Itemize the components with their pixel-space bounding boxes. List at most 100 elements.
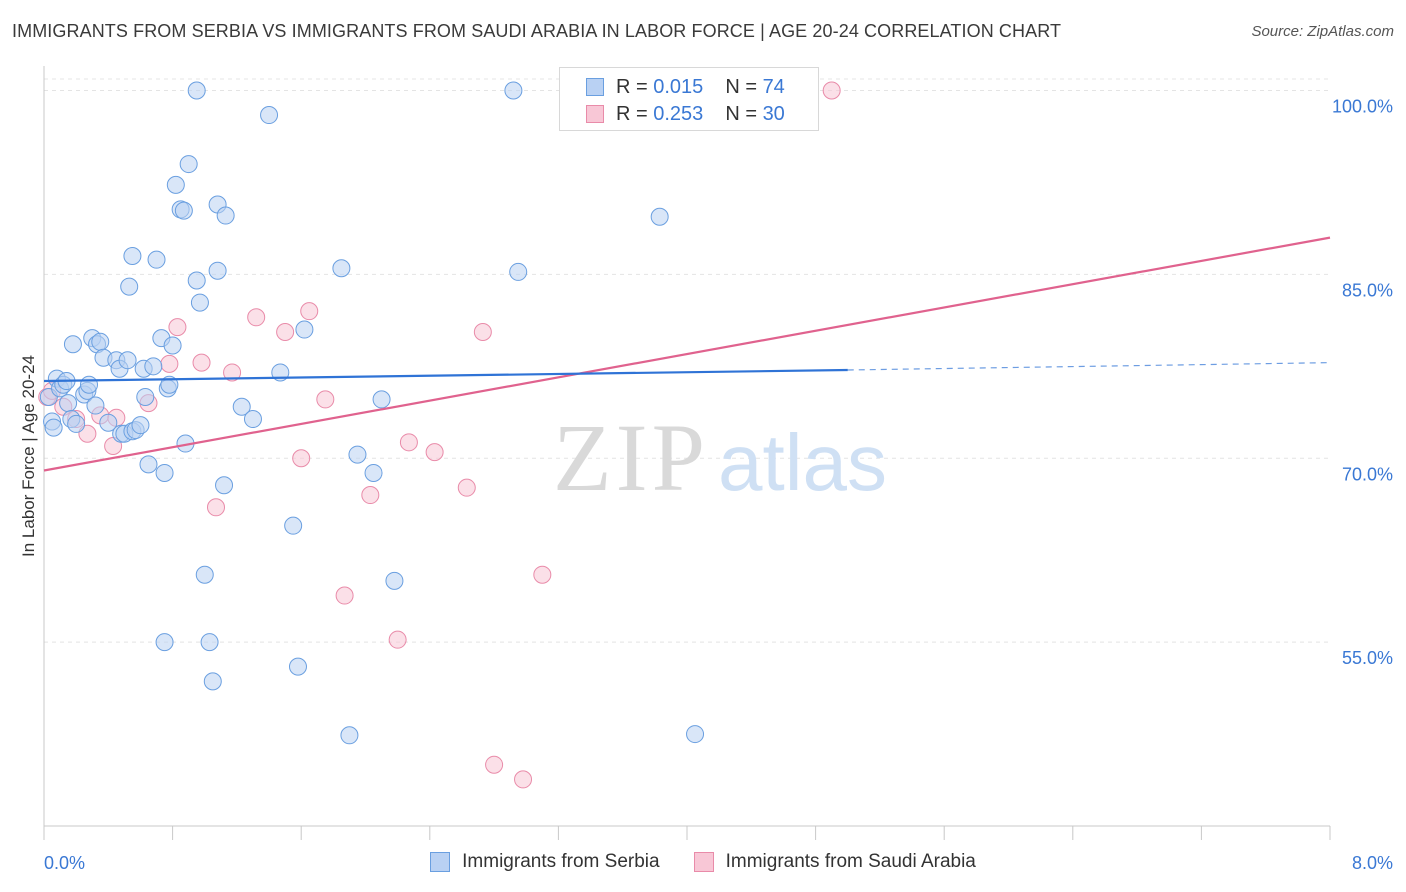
- saudi-point: [514, 770, 533, 789]
- serbia-legend-swatch: [430, 852, 451, 872]
- serbia-point: [260, 106, 279, 125]
- serbia-point: [509, 262, 528, 281]
- saudi-trend-line: [43, 236, 1331, 472]
- serbia-n-label: N =: [725, 75, 763, 98]
- serbia-swatch: [586, 78, 604, 96]
- serbia-point: [216, 206, 235, 225]
- serbia-point: [63, 335, 82, 354]
- saudi-r-label: R =: [616, 102, 654, 125]
- saudi-point: [192, 353, 211, 372]
- serbia-point: [136, 387, 155, 406]
- legend-item-serbia[interactable]: Immigrants from Serbia: [430, 851, 660, 873]
- serbia-point: [504, 81, 523, 100]
- serbia-point: [232, 397, 251, 416]
- x-tick-label-min: 0.0%: [44, 853, 85, 873]
- serbia-point: [44, 418, 63, 437]
- stats-legend: R = 0.015 N = 74 R = 0.253 N = 30: [559, 67, 819, 131]
- saudi-legend-swatch: [693, 852, 714, 872]
- saudi-point: [533, 565, 552, 584]
- saudi-n-label: N =: [725, 102, 763, 125]
- serbia-point: [67, 414, 86, 433]
- serbia-point: [147, 250, 166, 269]
- serbia-r-value: 0.015: [653, 75, 704, 98]
- serbia-point: [195, 565, 214, 584]
- source-label: Source: ZipAtlas.com: [1251, 23, 1394, 40]
- serbia-point: [91, 332, 110, 351]
- serbia-point: [288, 657, 307, 676]
- axis-labels: 55.0% 70.0% 85.0% 100.0% 0.0% 8.0% In Labor Fo…: [19, 97, 1393, 873]
- serbia-point: [174, 201, 193, 220]
- grid-lines: [44, 78, 1330, 643]
- chart-title: IMMIGRANTS FROM SERBIA VS IMMIGRANTS FRO…: [12, 21, 1062, 41]
- serbia-legend-label: Immigrants from Serbia: [462, 851, 660, 872]
- legend-item-saudi[interactable]: Immigrants from Saudi Arabia: [693, 851, 976, 873]
- y-axis-label: In Labor Force | Age 20-24: [19, 355, 38, 557]
- serbia-point: [243, 410, 262, 429]
- serbia-point: [650, 207, 669, 226]
- saudi-point: [335, 586, 354, 605]
- saudi-point: [388, 630, 407, 649]
- saudi-point: [168, 318, 187, 337]
- y-tick-label: 100.0%: [1332, 97, 1393, 117]
- serbia-point: [86, 396, 105, 415]
- saudi-point: [276, 323, 295, 341]
- x-tick-label-max: 8.0%: [1352, 853, 1393, 873]
- serbia-point: [166, 175, 185, 194]
- series-legend: Immigrants from Serbia Immigrants from S…: [0, 851, 1406, 873]
- saudi-point: [316, 390, 335, 409]
- serbia-point: [215, 476, 234, 495]
- axes: [43, 66, 1331, 840]
- saudi-point: [160, 354, 179, 373]
- y-tick-label: 70.0%: [1342, 464, 1393, 484]
- watermark: ZIP atlas: [553, 404, 887, 511]
- serbia-point: [123, 247, 142, 265]
- saudi-point: [485, 755, 504, 774]
- serbia-point: [340, 726, 359, 745]
- serbia-point: [372, 390, 391, 409]
- serbia-point: [118, 351, 137, 370]
- serbia-point: [139, 455, 158, 474]
- watermark-zip: ZIP: [553, 404, 709, 511]
- serbia-point: [163, 336, 182, 355]
- saudi-point: [292, 449, 311, 468]
- serbia-point: [686, 725, 705, 744]
- watermark-atlas: atlas: [718, 418, 887, 507]
- legend-row-saudi: R = 0.253 N = 30: [586, 102, 785, 126]
- serbia-point: [295, 320, 314, 339]
- serbia-point: [187, 271, 206, 290]
- serbia-point: [208, 261, 227, 280]
- saudi-point: [457, 478, 476, 497]
- serbia-point: [203, 672, 222, 691]
- serbia-point: [200, 633, 219, 652]
- serbia-point: [190, 293, 209, 312]
- y-tick-label: 85.0%: [1342, 280, 1393, 300]
- saudi-point: [223, 363, 242, 382]
- serbia-point: [131, 416, 150, 435]
- saudi-point: [361, 486, 380, 505]
- serbia-point: [284, 516, 303, 535]
- serbia-trend-line: [43, 368, 848, 383]
- serbia-point: [385, 571, 404, 590]
- serbia-point: [99, 413, 118, 432]
- serbia-point: [59, 394, 78, 413]
- saudi-point: [247, 308, 266, 327]
- serbia-point: [332, 259, 351, 278]
- saudi-point: [822, 81, 841, 100]
- saudi-r-value: 0.253: [653, 102, 704, 125]
- serbia-point: [155, 633, 174, 652]
- saudi-point: [425, 443, 444, 462]
- serbia-point: [155, 463, 174, 482]
- serbia-point: [179, 155, 198, 174]
- serbia-point: [144, 357, 163, 376]
- serbia-point: [80, 375, 99, 394]
- serbia-point: [348, 445, 367, 464]
- serbia-point: [187, 81, 206, 100]
- saudi-point: [399, 433, 418, 452]
- trend-lines: [43, 236, 1331, 472]
- serbia-point: [120, 277, 139, 296]
- saudi-legend-label: Immigrants from Saudi Arabia: [725, 851, 976, 872]
- serbia-trend-extension: [847, 362, 1331, 371]
- y-tick-label: 55.0%: [1342, 648, 1393, 668]
- saudi-point: [207, 498, 226, 517]
